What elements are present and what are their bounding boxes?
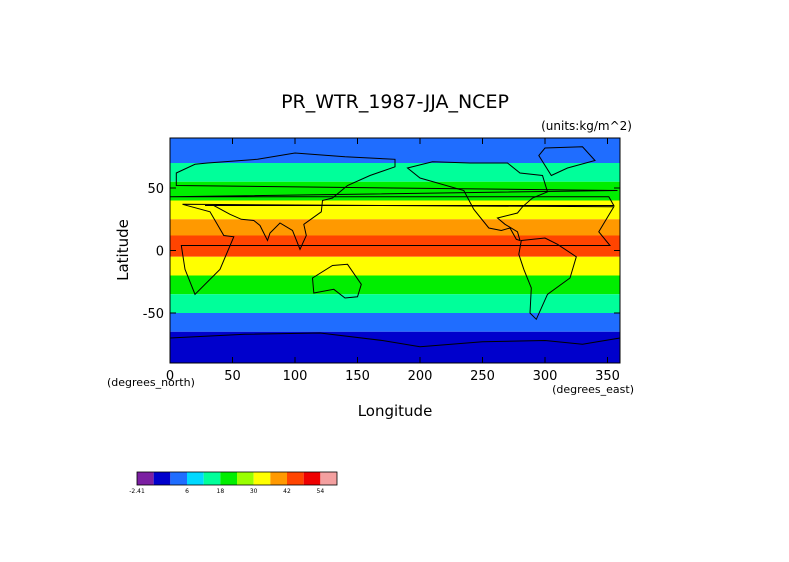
continent-australia <box>311 263 362 299</box>
x-tick-label: 0 <box>166 369 174 384</box>
lat-band-8 <box>170 294 620 313</box>
legend-swatch <box>303 472 321 485</box>
legend-swatch <box>253 472 271 485</box>
legend-label: 42 <box>283 488 291 495</box>
lat-band-7 <box>170 275 620 295</box>
lat-band-4 <box>170 219 620 236</box>
continent-africa <box>180 203 615 296</box>
lat-band-5 <box>170 235 620 257</box>
x-tick-label: 50 <box>224 369 241 384</box>
legend-swatch <box>153 472 171 485</box>
x-axis-ticks: 0 50 100 150 200 250 300 350 <box>166 138 620 384</box>
color-legend: -2.41 6 18 30 42 54 <box>129 471 338 495</box>
legend-label: -2.41 <box>129 488 145 495</box>
y-tick-label: 50 <box>147 182 164 197</box>
legend-swatch <box>237 472 254 485</box>
y-axis-title: Latitude <box>114 219 132 281</box>
legend-swatch <box>320 472 337 485</box>
legend-swatch <box>203 472 221 485</box>
legend-swatch <box>220 472 237 485</box>
x-tick-label: 250 <box>470 369 495 384</box>
y-tick-label: -50 <box>143 307 164 322</box>
y-units-label: (degrees_north) <box>107 376 195 389</box>
units-label: (units:kg/m^2) <box>541 119 632 133</box>
continent-eurasia <box>169 152 618 251</box>
y-axis-ticks: -50 0 50 <box>143 182 620 322</box>
x-units-label: (degrees_east) <box>552 383 634 396</box>
x-tick-label: 100 <box>283 369 308 384</box>
continent-north-america <box>406 161 549 242</box>
legend-swatch <box>137 472 154 485</box>
lat-band-3 <box>170 200 620 220</box>
legend-swatch <box>270 472 287 485</box>
x-tick-label: 150 <box>345 369 370 384</box>
lat-band-9 <box>170 313 620 332</box>
greenland <box>538 146 596 177</box>
legend-label: 30 <box>250 488 258 495</box>
legend-label: 18 <box>217 488 225 495</box>
lat-band-10 <box>170 331 620 363</box>
data-bands <box>170 138 620 363</box>
legend-swatch <box>187 472 204 485</box>
lat-band-6 <box>170 256 620 276</box>
legend-swatch <box>287 472 304 485</box>
x-tick-label: 300 <box>533 369 558 384</box>
chart-title: PR_WTR_1987-JJA_NCEP <box>281 91 509 113</box>
legend-swatch <box>170 472 187 485</box>
lat-band-1 <box>170 163 620 182</box>
x-tick-label: 350 <box>595 369 620 384</box>
legend-frame <box>136 471 338 486</box>
legend-label: 6 <box>185 488 189 495</box>
x-tick-label: 200 <box>408 369 433 384</box>
legend-label: 54 <box>317 488 325 495</box>
y-tick-label: 0 <box>156 245 164 260</box>
x-axis-title: Longitude <box>358 402 433 420</box>
continent-south-america <box>518 237 577 321</box>
